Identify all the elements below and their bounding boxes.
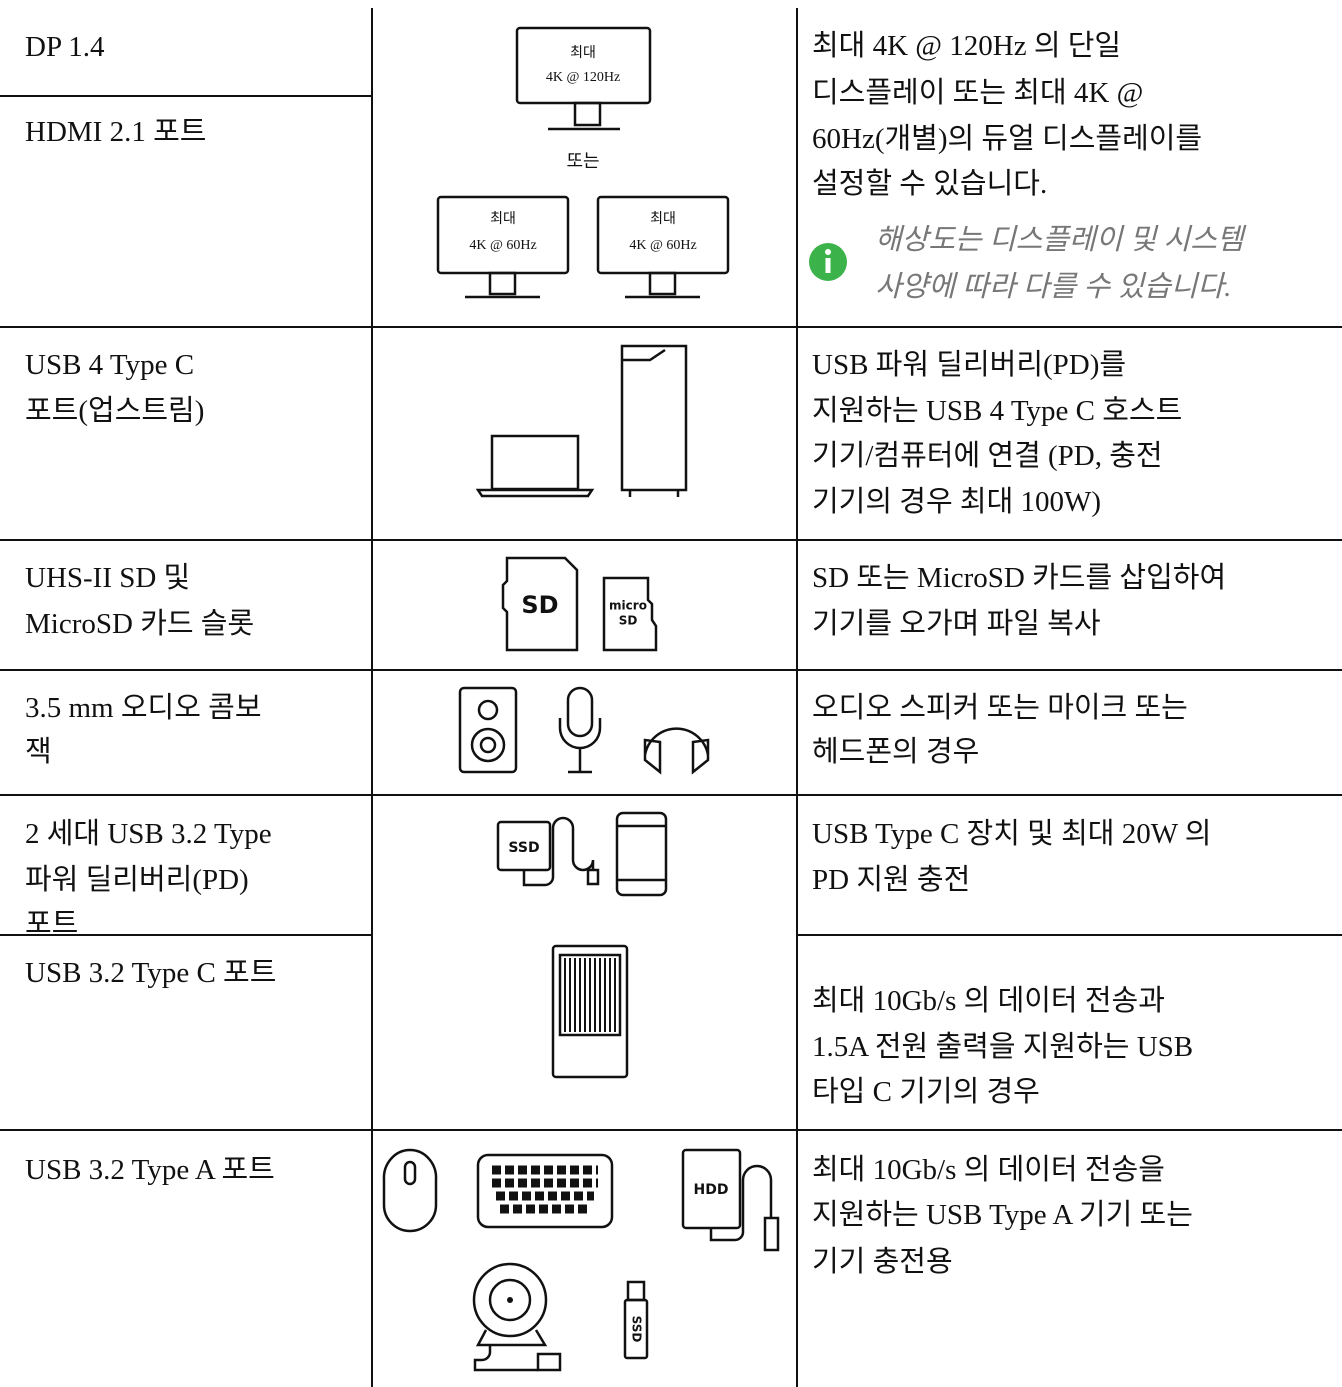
- port-label: 잭: [25, 736, 52, 768]
- icon-label: 또는: [566, 151, 599, 171]
- icon-label: SSD: [630, 1316, 644, 1343]
- port-label: DP 1.4: [25, 31, 105, 63]
- icon-label: SSD: [508, 840, 539, 856]
- port-label: 3.5 mm 오디오 콤보: [25, 692, 262, 724]
- ssd-phone-icons: SSD: [496, 811, 668, 897]
- description: USB Type C 장치 및 최대 20W 의: [812, 818, 1212, 850]
- card-icons: SD micro SD: [501, 556, 658, 652]
- description: 1.5A 전원 출력을 지원하는 USB: [812, 1031, 1194, 1063]
- icon-label: SD: [521, 591, 558, 619]
- icon-label: 4K @ 60Hz: [469, 238, 536, 253]
- icon-label: 최대: [490, 211, 516, 227]
- icon-label: 최대: [570, 45, 596, 61]
- description: 타입 C 기기의 경우: [812, 1076, 1040, 1108]
- description: 60Hz(개별)의 듀얼 디스플레이를: [812, 123, 1203, 155]
- computer-icon: [475, 344, 688, 498]
- port-label: 포트(업스트림): [25, 395, 205, 427]
- icon-label: HDD: [694, 1182, 729, 1198]
- description: 최대 4K @ 120Hz 의 단일: [812, 30, 1122, 62]
- port-label: USB 3.2 Type A 포트: [25, 1154, 275, 1186]
- note: 해상도는 디스플레이 및 시스템: [875, 224, 1244, 256]
- description: 최대 10Gb/s 의 데이터 전송과: [812, 985, 1165, 1017]
- description: 기기 충전용: [812, 1246, 953, 1278]
- description: 최대 10Gb/s 의 데이터 전송을: [812, 1154, 1165, 1186]
- description: PD 지원 충전: [812, 864, 971, 896]
- description: 지원하는 USB 4 Type C 호스트: [812, 395, 1183, 427]
- port-label: 2 세대 USB 3.2 Type: [25, 818, 272, 850]
- icon-label: 최대: [650, 211, 676, 227]
- description: 디스플레이 또는 최대 4K @: [812, 77, 1144, 109]
- port-label: 포트: [25, 908, 79, 940]
- monitors-icon: 최대 4K @ 120Hz 또는 최대 4K @ 60Hz 최대 4K @ 60…: [436, 26, 730, 299]
- info-icon: [809, 243, 847, 281]
- usb-a-icons: HDD SSD: [382, 1148, 780, 1372]
- port-label: UHS-II SD 및: [25, 562, 191, 594]
- note: 사양에 따라 다를 수 있습니다.: [875, 271, 1232, 303]
- icon-label: micro: [609, 599, 647, 613]
- icon-label: SD: [619, 614, 638, 628]
- description: 기기의 경우 최대 100W): [812, 486, 1102, 518]
- audio-icons: [458, 686, 710, 775]
- description: 기기/컴퓨터에 연결 (PD, 충전: [812, 440, 1163, 472]
- description: 기기를 오가며 파일 복사: [812, 608, 1101, 640]
- icon-label: 4K @ 60Hz: [629, 238, 696, 253]
- description: USB 파워 딜리버리(PD)를: [812, 349, 1127, 381]
- icon-label: 4K @ 120Hz: [546, 70, 620, 85]
- port-label: HDMI 2.1 포트: [25, 116, 207, 148]
- port-label: USB 3.2 Type C 포트: [25, 957, 277, 989]
- description: 지원하는 USB Type A 기기 또는: [812, 1199, 1193, 1231]
- table-lines: [0, 8, 1342, 1387]
- drive-icon: [551, 944, 629, 1079]
- description: 오디오 스피커 또는 마이크 또는: [812, 692, 1188, 724]
- description: SD 또는 MicroSD 카드를 삽입하여: [812, 562, 1227, 594]
- port-label: 파워 딜리버리(PD): [25, 864, 249, 896]
- description: 헤드폰의 경우: [812, 736, 980, 768]
- port-label: MicroSD 카드 슬롯: [25, 608, 255, 640]
- port-label: USB 4 Type C: [25, 349, 195, 381]
- description: 설정할 수 있습니다.: [812, 168, 1048, 200]
